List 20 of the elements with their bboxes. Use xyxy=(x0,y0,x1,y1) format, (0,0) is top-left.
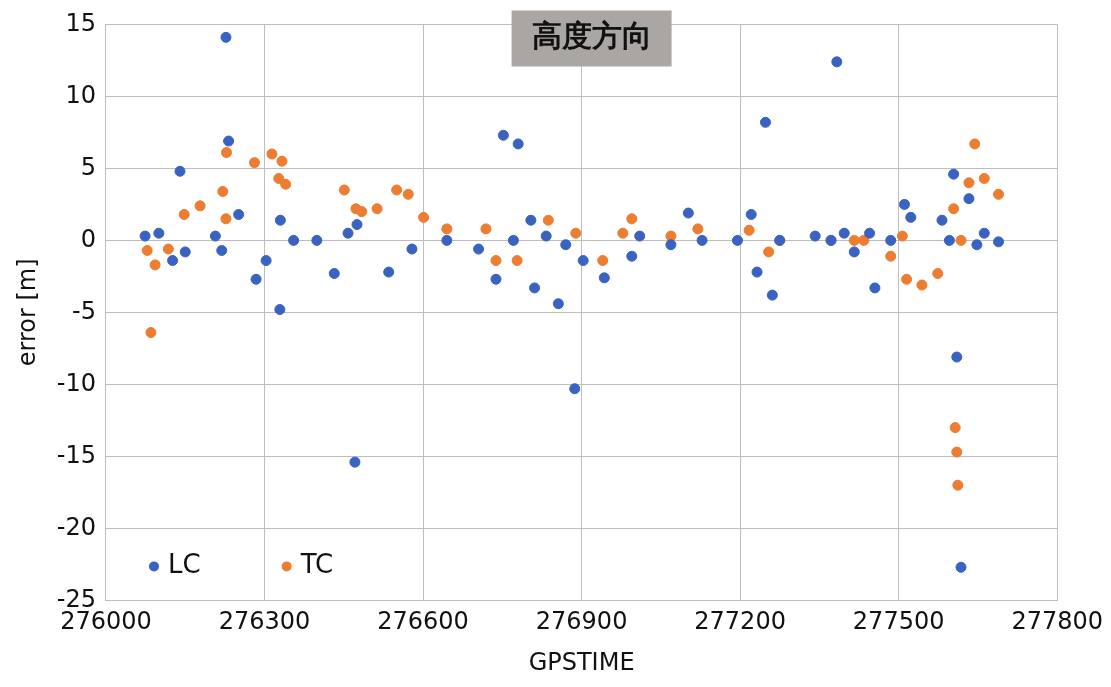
x-axis-title: GPSTIME xyxy=(528,647,635,676)
chart-title: 高度方向 xyxy=(531,18,652,54)
y-axis-title: error [m] xyxy=(12,258,41,367)
y-tick-label: 0 xyxy=(80,224,96,253)
x-tick-label: 277500 xyxy=(852,607,945,636)
y-tick-label: 15 xyxy=(65,8,96,37)
x-tick-label: 277200 xyxy=(694,607,786,636)
y-tick-label: -20 xyxy=(56,512,96,541)
x-tick-label: 276000 xyxy=(60,607,152,636)
legend-label: LC xyxy=(168,549,201,580)
x-tick-label: 276900 xyxy=(535,607,628,636)
y-tick-label: 5 xyxy=(80,152,96,181)
y-tick-label: 10 xyxy=(65,80,96,109)
x-tick-label: 277800 xyxy=(1011,607,1103,636)
y-tick-label: -15 xyxy=(56,440,96,469)
y-tick-label: -5 xyxy=(72,296,96,325)
x-tick-label: 276600 xyxy=(377,607,469,636)
legend-label: TC xyxy=(299,549,334,580)
y-tick-label: -10 xyxy=(56,368,96,397)
x-tick-label: 276300 xyxy=(218,607,311,636)
